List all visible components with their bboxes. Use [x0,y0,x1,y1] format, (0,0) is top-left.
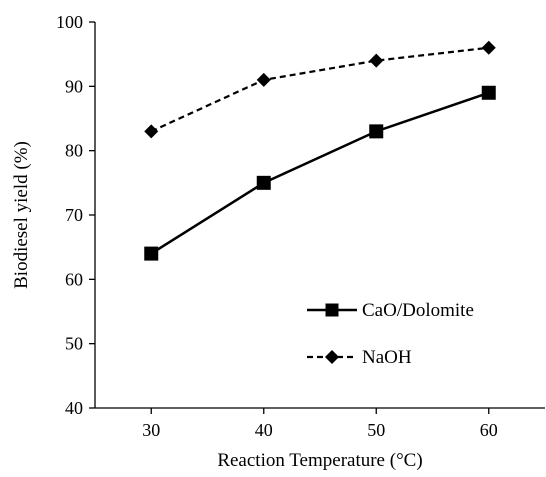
data-point-naoh [481,40,496,55]
x-axis-label: Reaction Temperature (°C) [217,450,422,471]
legend-marker-cao-dolomite [325,303,339,317]
data-point-cao-dolomite [369,124,384,139]
y-tick-label: 70 [65,205,83,225]
data-point-naoh [369,53,384,68]
y-tick-label: 60 [65,269,83,289]
legend: CaO/Dolomite NaOH [307,300,474,368]
legend-item-cao-dolomite: CaO/Dolomite [307,300,474,321]
data-point-cao-dolomite [256,175,271,190]
axes [94,22,545,409]
data-point-cao-dolomite [481,85,496,100]
x-tick-label: 50 [367,420,385,440]
x-tick-label: 60 [480,420,498,440]
y-tick-label: 40 [65,398,83,418]
x-tick-label: 40 [255,420,273,440]
legend-label-naoh: NaOH [362,347,412,368]
legend-item-naoh: NaOH [307,347,412,368]
series-line-cao-dolomite [150,91,490,255]
x-tick-label: 30 [142,420,160,440]
series-line-naoh [150,46,489,133]
legend-marker-naoh [325,350,339,364]
series-layer [144,40,496,261]
y-tick-label: 100 [56,12,83,32]
series-naoh [144,40,496,139]
data-point-naoh [144,124,159,139]
y-tick-label: 90 [65,76,83,96]
data-point-naoh [256,72,271,87]
y-ticks: 40 50 60 70 80 90 100 [56,12,95,418]
series-cao-dolomite [144,85,496,261]
legend-label-cao-dolomite: CaO/Dolomite [362,300,474,321]
y-axis-label: Biodiesel yield (%) [11,141,32,289]
x-ticks: 30 40 50 60 [142,408,498,440]
y-tick-label: 80 [65,141,83,161]
y-tick-label: 50 [65,334,83,354]
data-point-cao-dolomite [144,246,159,261]
